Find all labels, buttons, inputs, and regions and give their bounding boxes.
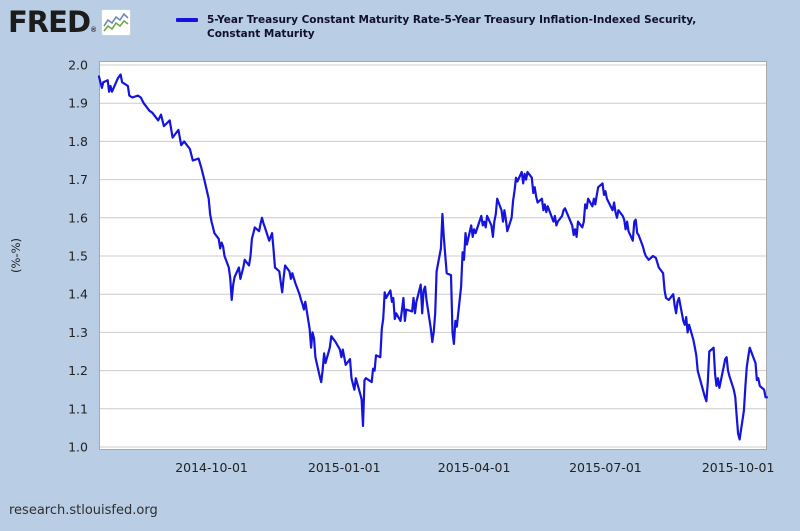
y-tick-label: 1.4: [68, 287, 88, 302]
legend-line-swatch: [176, 18, 198, 22]
x-tick-label: 2015-01-01: [308, 460, 381, 475]
x-tick-label: 2015-04-01: [438, 460, 511, 475]
x-tick-label: 2015-07-01: [569, 460, 642, 475]
registered-mark: ®: [91, 27, 97, 34]
y-tick-label: 1.0: [68, 440, 88, 455]
y-tick-label: 1.7: [68, 172, 88, 187]
y-tick-label: 1.2: [68, 363, 88, 378]
y-tick-label: 2.0: [68, 58, 88, 73]
footer: research.stlouisfed.org: [9, 503, 158, 518]
y-tick-label: 1.5: [68, 249, 88, 264]
chart: 1.0 1.1 1.2 1.3 1.4 1.5 1.6 1.7 1.8 1.9 2.0 2014-10…: [9, 58, 775, 476]
chart-legend: 5-Year Treasury Constant Maturity Rate-5…: [176, 13, 719, 41]
y-axis-title: (%-%): [9, 238, 23, 273]
chart-svg: 1.0 1.1 1.2 1.3 1.4 1.5 1.6 1.7 1.8 1.9 2.0 2014-10…: [9, 58, 775, 476]
y-tick-label: 1.8: [68, 134, 88, 149]
y-tick-label: 1.3: [68, 325, 88, 340]
footer-site-label: research.stlouisfed.org: [9, 503, 158, 518]
fred-logo: FRED ®: [8, 5, 132, 41]
x-tick-label: 2014-10-01: [175, 460, 248, 475]
plot-border: [99, 61, 767, 450]
y-tick-label: 1.1: [68, 401, 88, 416]
line-chart-icon: [101, 9, 132, 41]
fred-logo-text: FRED: [8, 5, 91, 39]
x-tick-label: 2015-10-01: [702, 460, 775, 475]
y-tick-label: 1.6: [68, 210, 88, 225]
legend-series-label: 5-Year Treasury Constant Maturity Rate-5…: [207, 14, 697, 40]
series-line: [97, 73, 769, 441]
y-tick-label: 1.9: [68, 96, 88, 111]
